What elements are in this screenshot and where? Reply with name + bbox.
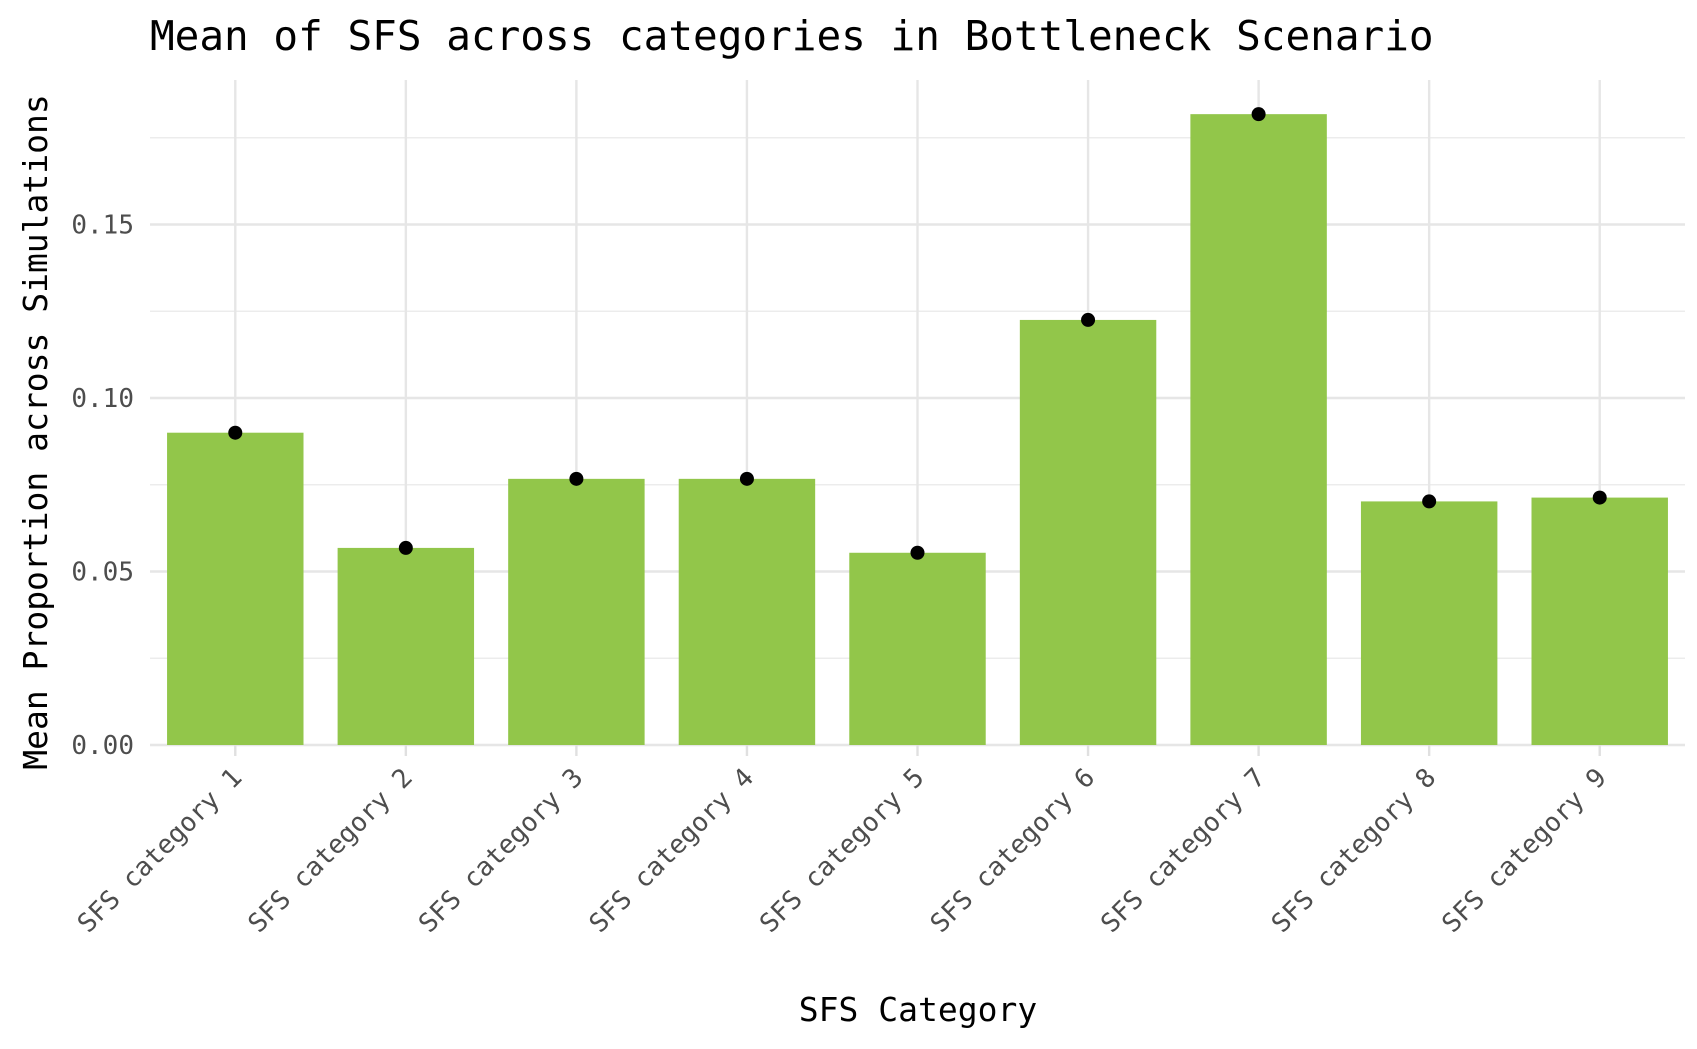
bar [1190,114,1327,746]
x-tick-label: SFS category 5 [754,763,930,939]
chart-title: Mean of SFS across categories in Bottlen… [150,12,1434,60]
x-axis-title: SFS Category [799,990,1037,1029]
x-tick-label: SFS category 3 [413,763,589,939]
data-point [1081,312,1096,327]
x-tick-label: SFS category 9 [1436,763,1612,939]
y-tick-label: 0.05 [71,558,134,588]
data-point [910,545,925,560]
y-tick-label: 0.15 [71,211,134,241]
bar [167,432,304,745]
mean-points [228,107,1607,560]
y-tick-label: 0.00 [71,731,134,761]
bar [1360,501,1498,745]
data-point [228,425,243,440]
bar [1019,319,1157,745]
bar [337,547,475,745]
y-tick-label: 0.10 [71,384,134,414]
bars [167,114,1668,746]
x-tick-label: SFS category 6 [925,763,1101,939]
bar [678,478,816,745]
data-point [1251,107,1266,122]
data-point [1422,494,1437,509]
x-tick-label: SFS category 7 [1095,763,1271,939]
data-point [398,540,413,555]
y-axis-ticks: 0.00 0.05 0.10 0.15 [71,211,134,762]
data-point [1592,490,1607,505]
bar [1531,497,1668,745]
y-axis-title: Mean Proportion across Simulations [16,94,55,770]
x-tick-label: SFS category 8 [1266,763,1442,939]
data-point [569,471,584,486]
x-tick-label: SFS category 1 [72,763,248,939]
bar [849,552,986,745]
x-tick-label: SFS category 4 [584,763,760,939]
data-point [739,471,754,486]
bar [508,478,645,745]
x-tick-label: SFS category 2 [243,763,419,939]
